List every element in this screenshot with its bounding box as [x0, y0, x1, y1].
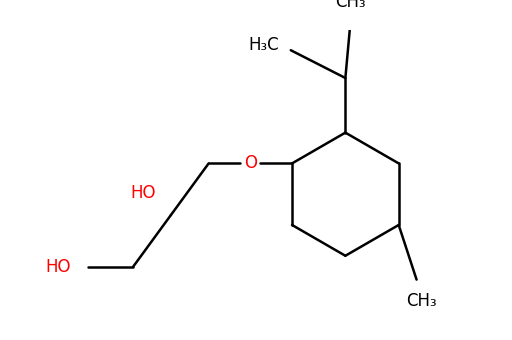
Text: CH₃: CH₃	[406, 291, 437, 309]
Text: H₃C: H₃C	[248, 36, 279, 54]
Text: O: O	[244, 154, 257, 172]
Text: HO: HO	[45, 258, 71, 276]
Text: HO: HO	[131, 184, 156, 202]
Text: CH₃: CH₃	[335, 0, 366, 12]
